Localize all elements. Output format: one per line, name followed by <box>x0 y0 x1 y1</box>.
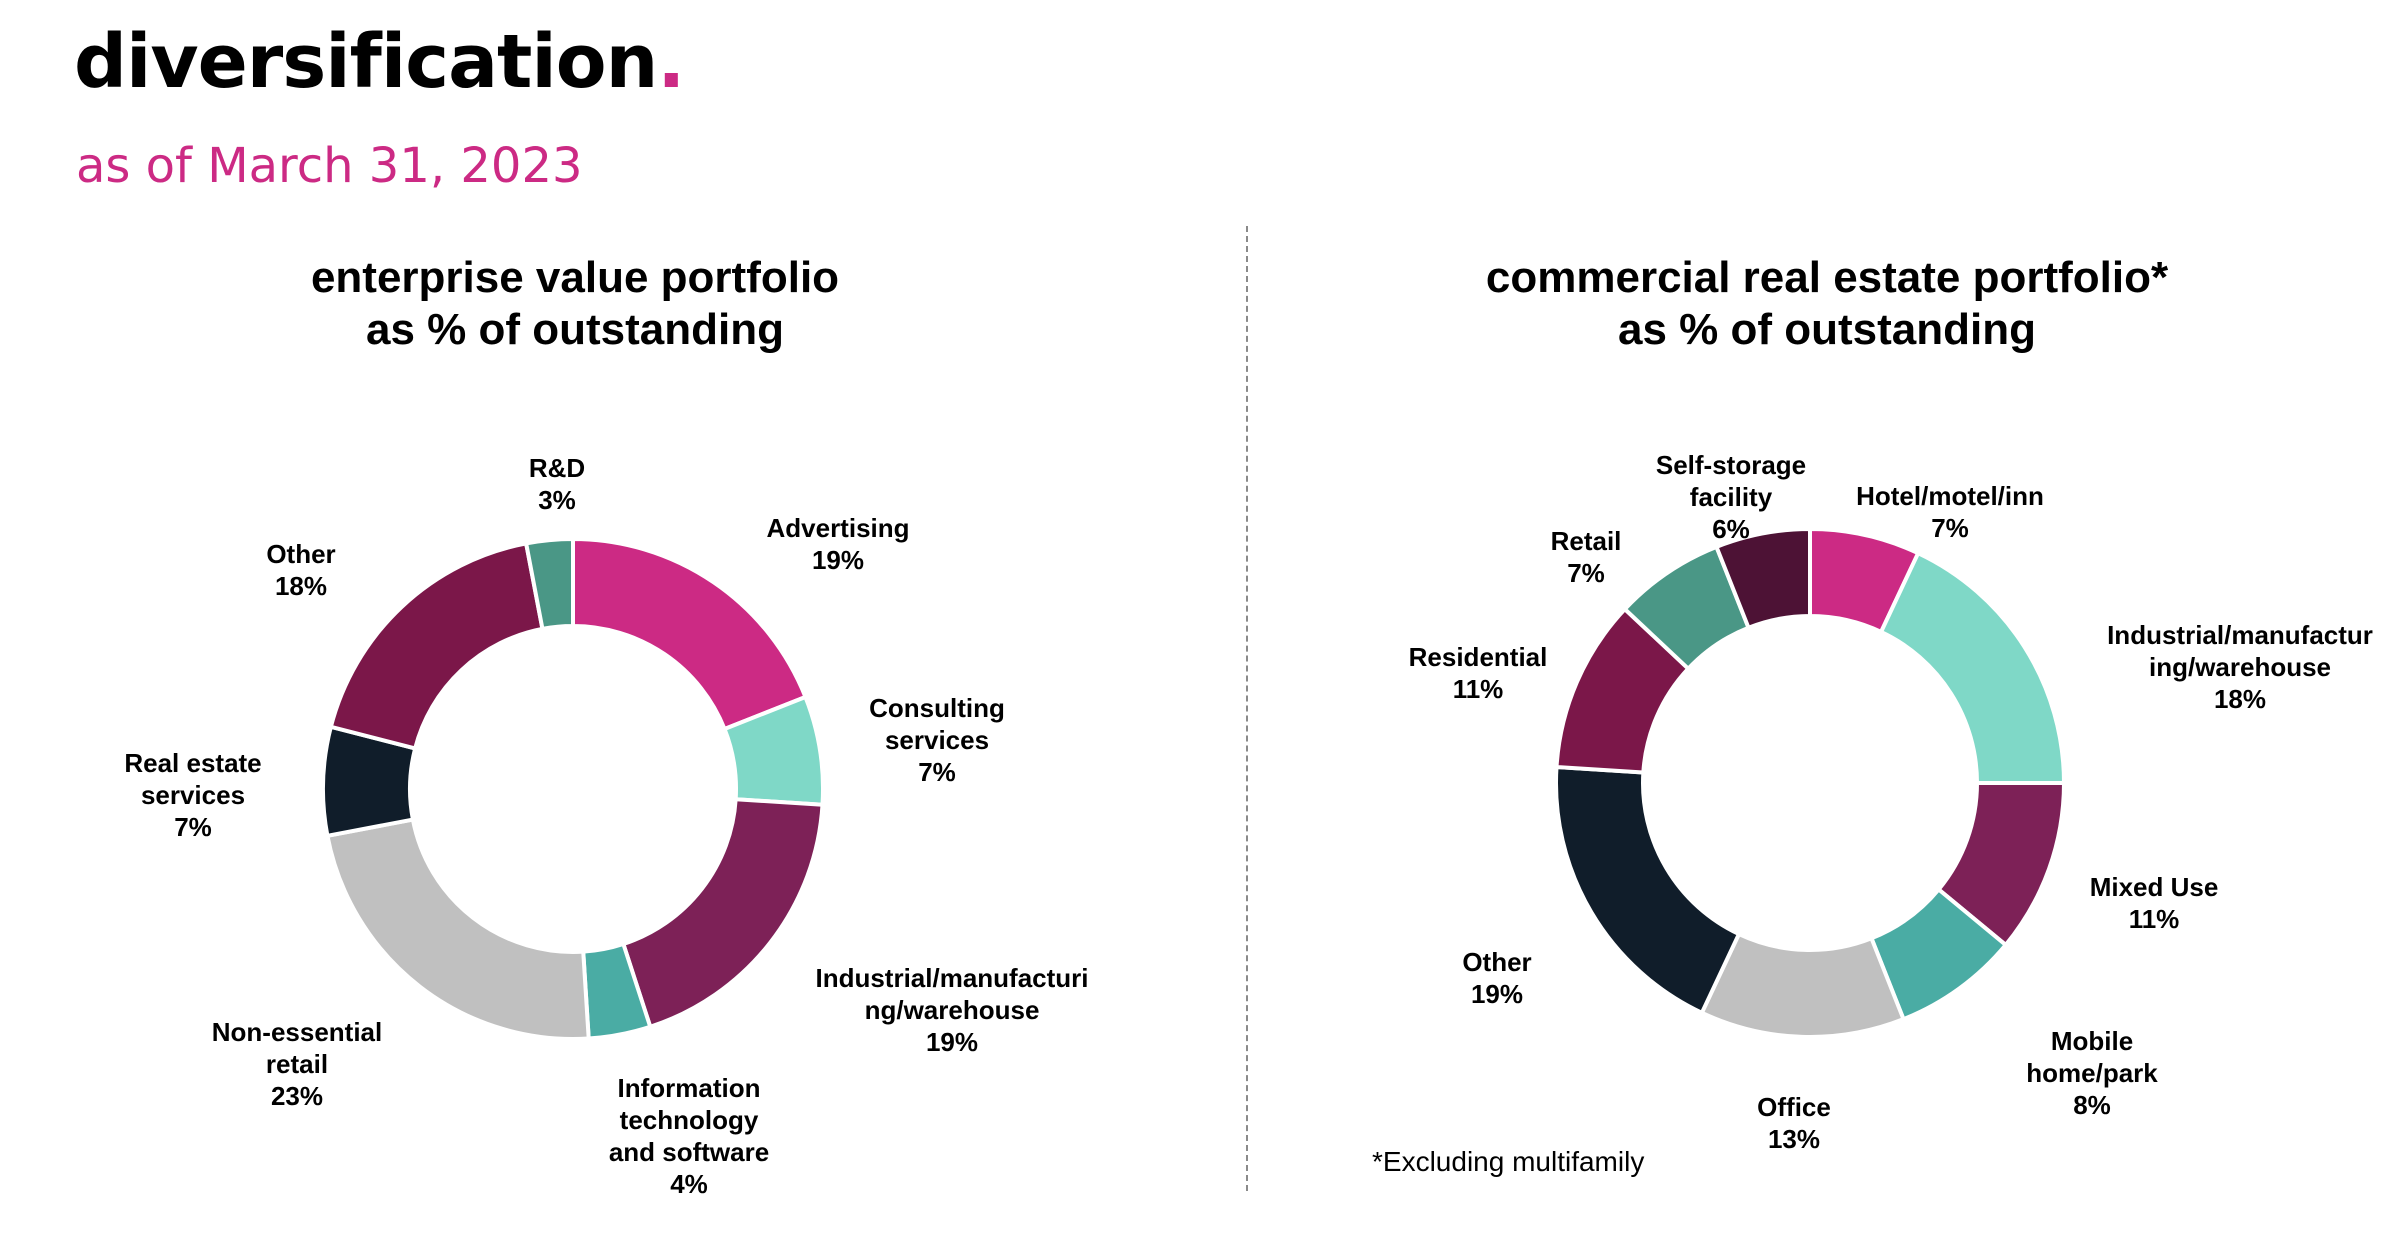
slice-label-text: Advertising <box>766 513 910 543</box>
chart-title: enterprise value portfolio as % of outst… <box>125 252 1025 356</box>
slice-label-text: Hotel/motel/inn <box>1856 481 2044 511</box>
slice-label-text: Retail <box>1550 526 1622 556</box>
slice-value: 7% <box>174 812 212 842</box>
slice-value: 3% <box>538 485 576 515</box>
slice-label-text: Mobile <box>2050 1026 2134 1056</box>
slice-label: Mixed Use 11% <box>2090 871 2219 935</box>
page-subtitle: as of March 31, 2023 <box>76 138 583 194</box>
title-dot: . <box>657 19 685 105</box>
slice-label: Retail 7% <box>1551 525 1622 589</box>
slice-label: Other 19% <box>1462 946 1531 1010</box>
slice-label: Mobile home/park 8% <box>2026 1025 2158 1121</box>
slice-value: 19% <box>1470 979 1524 1009</box>
slice-value: 6% <box>1712 514 1750 544</box>
slice-value: 8% <box>2073 1090 2111 1120</box>
slice-label-text: ing/warehouse <box>2148 652 2332 682</box>
slice-label-text: Other <box>266 539 336 569</box>
slice-label-text: and software <box>608 1137 770 1167</box>
slice-label-text: services <box>140 780 246 810</box>
slice-label: Residential 11% <box>1409 641 1548 705</box>
slice-label-text: ng/warehouse <box>864 995 1040 1025</box>
slice-label: R&D 3% <box>529 452 585 516</box>
slice-label-text: Industrial/manufacturi <box>815 963 1089 993</box>
donut-slice <box>523 536 575 632</box>
slice-label-text: Office <box>1757 1092 1831 1122</box>
slice-label: Information technology and software 4% <box>609 1072 769 1200</box>
slice-label: Industrial/manufacturi ng/warehouse 19% <box>815 962 1088 1058</box>
slice-value: 19% <box>925 1027 979 1057</box>
slice-label-text: Non-essential <box>211 1017 383 1047</box>
slice-label-text: R&D <box>528 453 586 483</box>
slice-label: Office 13% <box>1757 1091 1831 1155</box>
slice-label-text: Mixed Use <box>2089 872 2219 902</box>
slice-label-text: Residential <box>1408 642 1548 672</box>
slice-label-text: Real estate <box>124 748 262 778</box>
slice-label: Industrial/manufactur ing/warehouse 18% <box>2107 619 2373 715</box>
slice-value: 23% <box>270 1081 324 1111</box>
chart-title-line: enterprise value portfolio <box>310 253 840 302</box>
chart-title-line: commercial real estate portfolio* <box>1485 253 2169 302</box>
page-title: diversification. <box>74 19 685 105</box>
chart-title-line: as % of outstanding <box>366 305 784 354</box>
slice-label-text: services <box>884 725 990 755</box>
slice-label: Real estate services 7% <box>124 747 261 843</box>
slice-label-text: Other <box>1462 947 1532 977</box>
slice-value: 18% <box>2213 684 2267 714</box>
slice-value: 4% <box>670 1169 708 1199</box>
slice-label: Other 18% <box>266 538 335 602</box>
slice-label: Consulting services 7% <box>869 692 1005 788</box>
slice-label-text: technology <box>619 1105 759 1135</box>
slice-value: 7% <box>1567 558 1605 588</box>
slice-label-text: Industrial/manufactur <box>2107 620 2373 650</box>
slice-value: 11% <box>2128 904 2180 934</box>
section-divider <box>1246 226 1248 1191</box>
slice-label-text: retail <box>265 1049 329 1079</box>
donut-slice <box>1713 526 1812 631</box>
donut-slice <box>1554 764 1742 1016</box>
slice-label-text: Self-storage <box>1655 450 1807 480</box>
donut-slice <box>325 817 591 1041</box>
chart-title-line: as % of outstanding <box>1618 305 2036 354</box>
chart-title: commercial real estate portfolio* as % o… <box>1377 252 2277 356</box>
slice-label-text: facility <box>1689 482 1773 512</box>
slice-label-text: home/park <box>2026 1058 2158 1088</box>
slice-value: 11% <box>1452 674 1504 704</box>
slice-value: 13% <box>1767 1124 1821 1154</box>
slice-label-text: Information <box>617 1073 761 1103</box>
slice-label: Advertising 19% <box>766 512 909 576</box>
slice-value: 7% <box>918 757 956 787</box>
slice-value: 19% <box>811 545 865 575</box>
slice-value: 7% <box>1931 513 1969 543</box>
slice-label: Hotel/motel/inn 7% <box>1856 480 2044 544</box>
slice-label: Non-essential retail 23% <box>212 1016 383 1112</box>
slice-label: Self-storage facility 6% <box>1656 449 1806 545</box>
donut-slice <box>1878 550 2067 785</box>
slice-value: 18% <box>274 571 328 601</box>
slice-label-text: Consulting <box>869 693 1005 723</box>
footnote: *Excluding multifamily <box>1372 1146 1645 1177</box>
